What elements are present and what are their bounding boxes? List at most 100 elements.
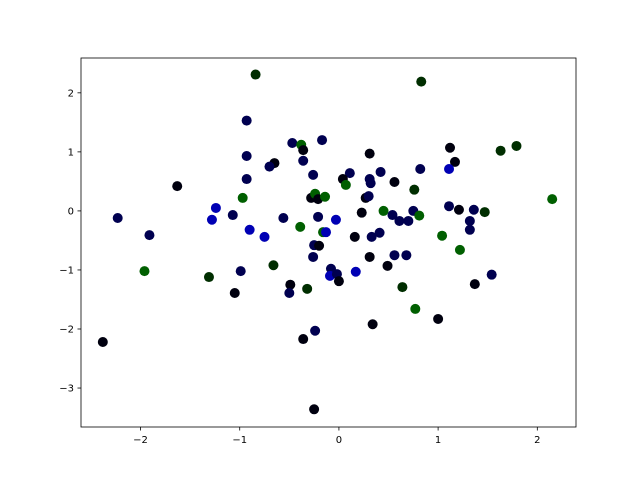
data-point bbox=[486, 269, 497, 280]
data-point bbox=[172, 181, 183, 192]
data-point bbox=[259, 231, 270, 242]
data-point bbox=[367, 319, 378, 330]
data-point bbox=[403, 215, 414, 226]
data-point bbox=[444, 163, 455, 174]
data-point bbox=[284, 287, 295, 298]
data-point bbox=[210, 202, 221, 213]
data-point bbox=[285, 279, 296, 290]
data-point bbox=[453, 204, 464, 215]
x-tick-label: −1 bbox=[232, 435, 247, 446]
data-point bbox=[317, 135, 328, 146]
data-point bbox=[298, 334, 309, 345]
data-point bbox=[340, 179, 351, 190]
data-point bbox=[298, 155, 309, 166]
data-point bbox=[479, 207, 490, 218]
data-point bbox=[454, 244, 465, 255]
data-point bbox=[237, 192, 248, 203]
data-point bbox=[444, 201, 455, 212]
data-point bbox=[310, 325, 321, 336]
data-point bbox=[295, 221, 306, 232]
data-point bbox=[378, 205, 389, 216]
y-tick-label: 1 bbox=[68, 147, 74, 158]
data-point bbox=[313, 211, 324, 222]
y-tick-label: −3 bbox=[59, 384, 74, 395]
data-point bbox=[387, 210, 398, 221]
data-point bbox=[206, 214, 217, 225]
data-point bbox=[241, 174, 252, 185]
data-point bbox=[416, 76, 427, 87]
x-tick-label: 1 bbox=[435, 435, 441, 446]
y-axis: −3 −2 −1 0 1 2 bbox=[59, 88, 81, 395]
data-point bbox=[449, 156, 460, 167]
data-point bbox=[364, 148, 375, 159]
data-point bbox=[389, 250, 400, 261]
x-tick-label: −2 bbox=[133, 435, 148, 446]
data-point bbox=[203, 272, 214, 283]
data-point bbox=[97, 336, 108, 347]
y-tick-label: 2 bbox=[68, 88, 74, 99]
y-tick-label: −1 bbox=[59, 265, 74, 276]
x-tick-label: 0 bbox=[336, 435, 342, 446]
data-point bbox=[350, 266, 361, 277]
data-point bbox=[241, 115, 252, 126]
data-point bbox=[363, 191, 374, 202]
x-axis: −2 −1 0 1 2 bbox=[133, 427, 541, 446]
data-point bbox=[397, 282, 408, 293]
data-point bbox=[374, 227, 385, 238]
data-point bbox=[410, 303, 421, 314]
data-point bbox=[320, 191, 331, 202]
data-point bbox=[250, 69, 261, 80]
data-point bbox=[298, 145, 309, 156]
data-point bbox=[445, 142, 456, 153]
data-point bbox=[433, 313, 444, 324]
data-point bbox=[314, 240, 325, 251]
data-point bbox=[349, 231, 360, 242]
data-point bbox=[330, 214, 341, 225]
data-point bbox=[468, 204, 479, 215]
data-point bbox=[464, 224, 475, 235]
data-point bbox=[547, 194, 558, 205]
axes-frame bbox=[80, 57, 577, 428]
x-tick-label: 2 bbox=[534, 435, 540, 446]
data-point bbox=[409, 184, 420, 195]
data-point bbox=[264, 161, 275, 172]
data-point bbox=[389, 176, 400, 187]
y-tick-label: −2 bbox=[59, 324, 74, 335]
data-point bbox=[366, 231, 377, 242]
y-tick-label: 0 bbox=[68, 206, 74, 217]
data-point bbox=[469, 279, 480, 290]
data-point bbox=[308, 251, 319, 262]
data-point bbox=[437, 230, 448, 241]
data-point bbox=[364, 251, 375, 262]
data-point bbox=[144, 230, 155, 241]
points-layer bbox=[97, 69, 558, 415]
data-point bbox=[139, 266, 150, 277]
data-point bbox=[227, 210, 238, 221]
data-point bbox=[365, 178, 376, 189]
data-point bbox=[344, 168, 355, 179]
data-point bbox=[235, 266, 246, 277]
data-point bbox=[308, 169, 319, 180]
data-point bbox=[287, 138, 298, 149]
data-point bbox=[309, 404, 320, 415]
data-point bbox=[302, 283, 313, 294]
data-point bbox=[241, 151, 252, 162]
data-point bbox=[464, 215, 475, 226]
data-point bbox=[278, 212, 289, 223]
data-point bbox=[495, 145, 506, 156]
data-point bbox=[511, 140, 522, 151]
data-point bbox=[268, 260, 279, 271]
data-point bbox=[375, 166, 386, 177]
data-point bbox=[333, 276, 344, 287]
data-point bbox=[229, 287, 240, 298]
data-point bbox=[244, 224, 255, 235]
data-point bbox=[382, 260, 393, 271]
data-point bbox=[112, 212, 123, 223]
data-point bbox=[321, 227, 332, 238]
data-point bbox=[394, 215, 405, 226]
data-point bbox=[415, 163, 426, 174]
data-point bbox=[401, 250, 412, 261]
data-point bbox=[414, 210, 425, 221]
